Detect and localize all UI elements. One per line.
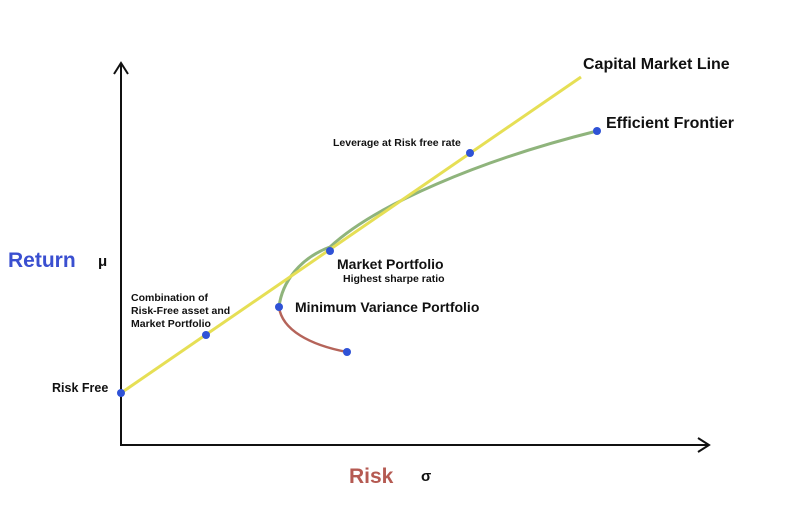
efficient-frontier-label: Efficient Frontier [606,115,734,132]
inefficient-end-point [343,348,351,356]
leverage-label: Leverage at Risk free rate [333,137,461,149]
risk-free-label: Risk Free [52,381,108,395]
highest-sharpe-label: Highest sharpe ratio [343,273,445,285]
market-portfolio-point [326,247,334,255]
y-axis-label: Return [8,249,76,272]
y-axis-arrowhead [113,61,129,75]
risk-free-point [117,389,125,397]
portfolio-points [117,127,601,397]
inefficient-frontier-branch [277,306,348,354]
combination-label-line1: Combination of [131,292,208,304]
market-portfolio-label: Market Portfolio [337,256,444,272]
axes [113,61,711,453]
efficient-frontier-end-point [593,127,601,135]
minimum-variance-label: Minimum Variance Portfolio [295,299,479,315]
y-axis-symbol: μ [98,253,107,270]
x-axis-symbol: σ [421,468,431,485]
capital-market-line [120,75,582,395]
combination-label-line2: Risk-Free asset and [131,305,230,317]
leverage-point [466,149,474,157]
minimum-variance-point [275,303,283,311]
combination-point [202,331,210,339]
combination-label-line3: Market Portfolio [131,318,211,330]
x-axis-arrowhead [697,437,711,453]
capital-market-line-label: Capital Market Line [583,56,730,73]
x-axis-label: Risk [349,465,394,488]
